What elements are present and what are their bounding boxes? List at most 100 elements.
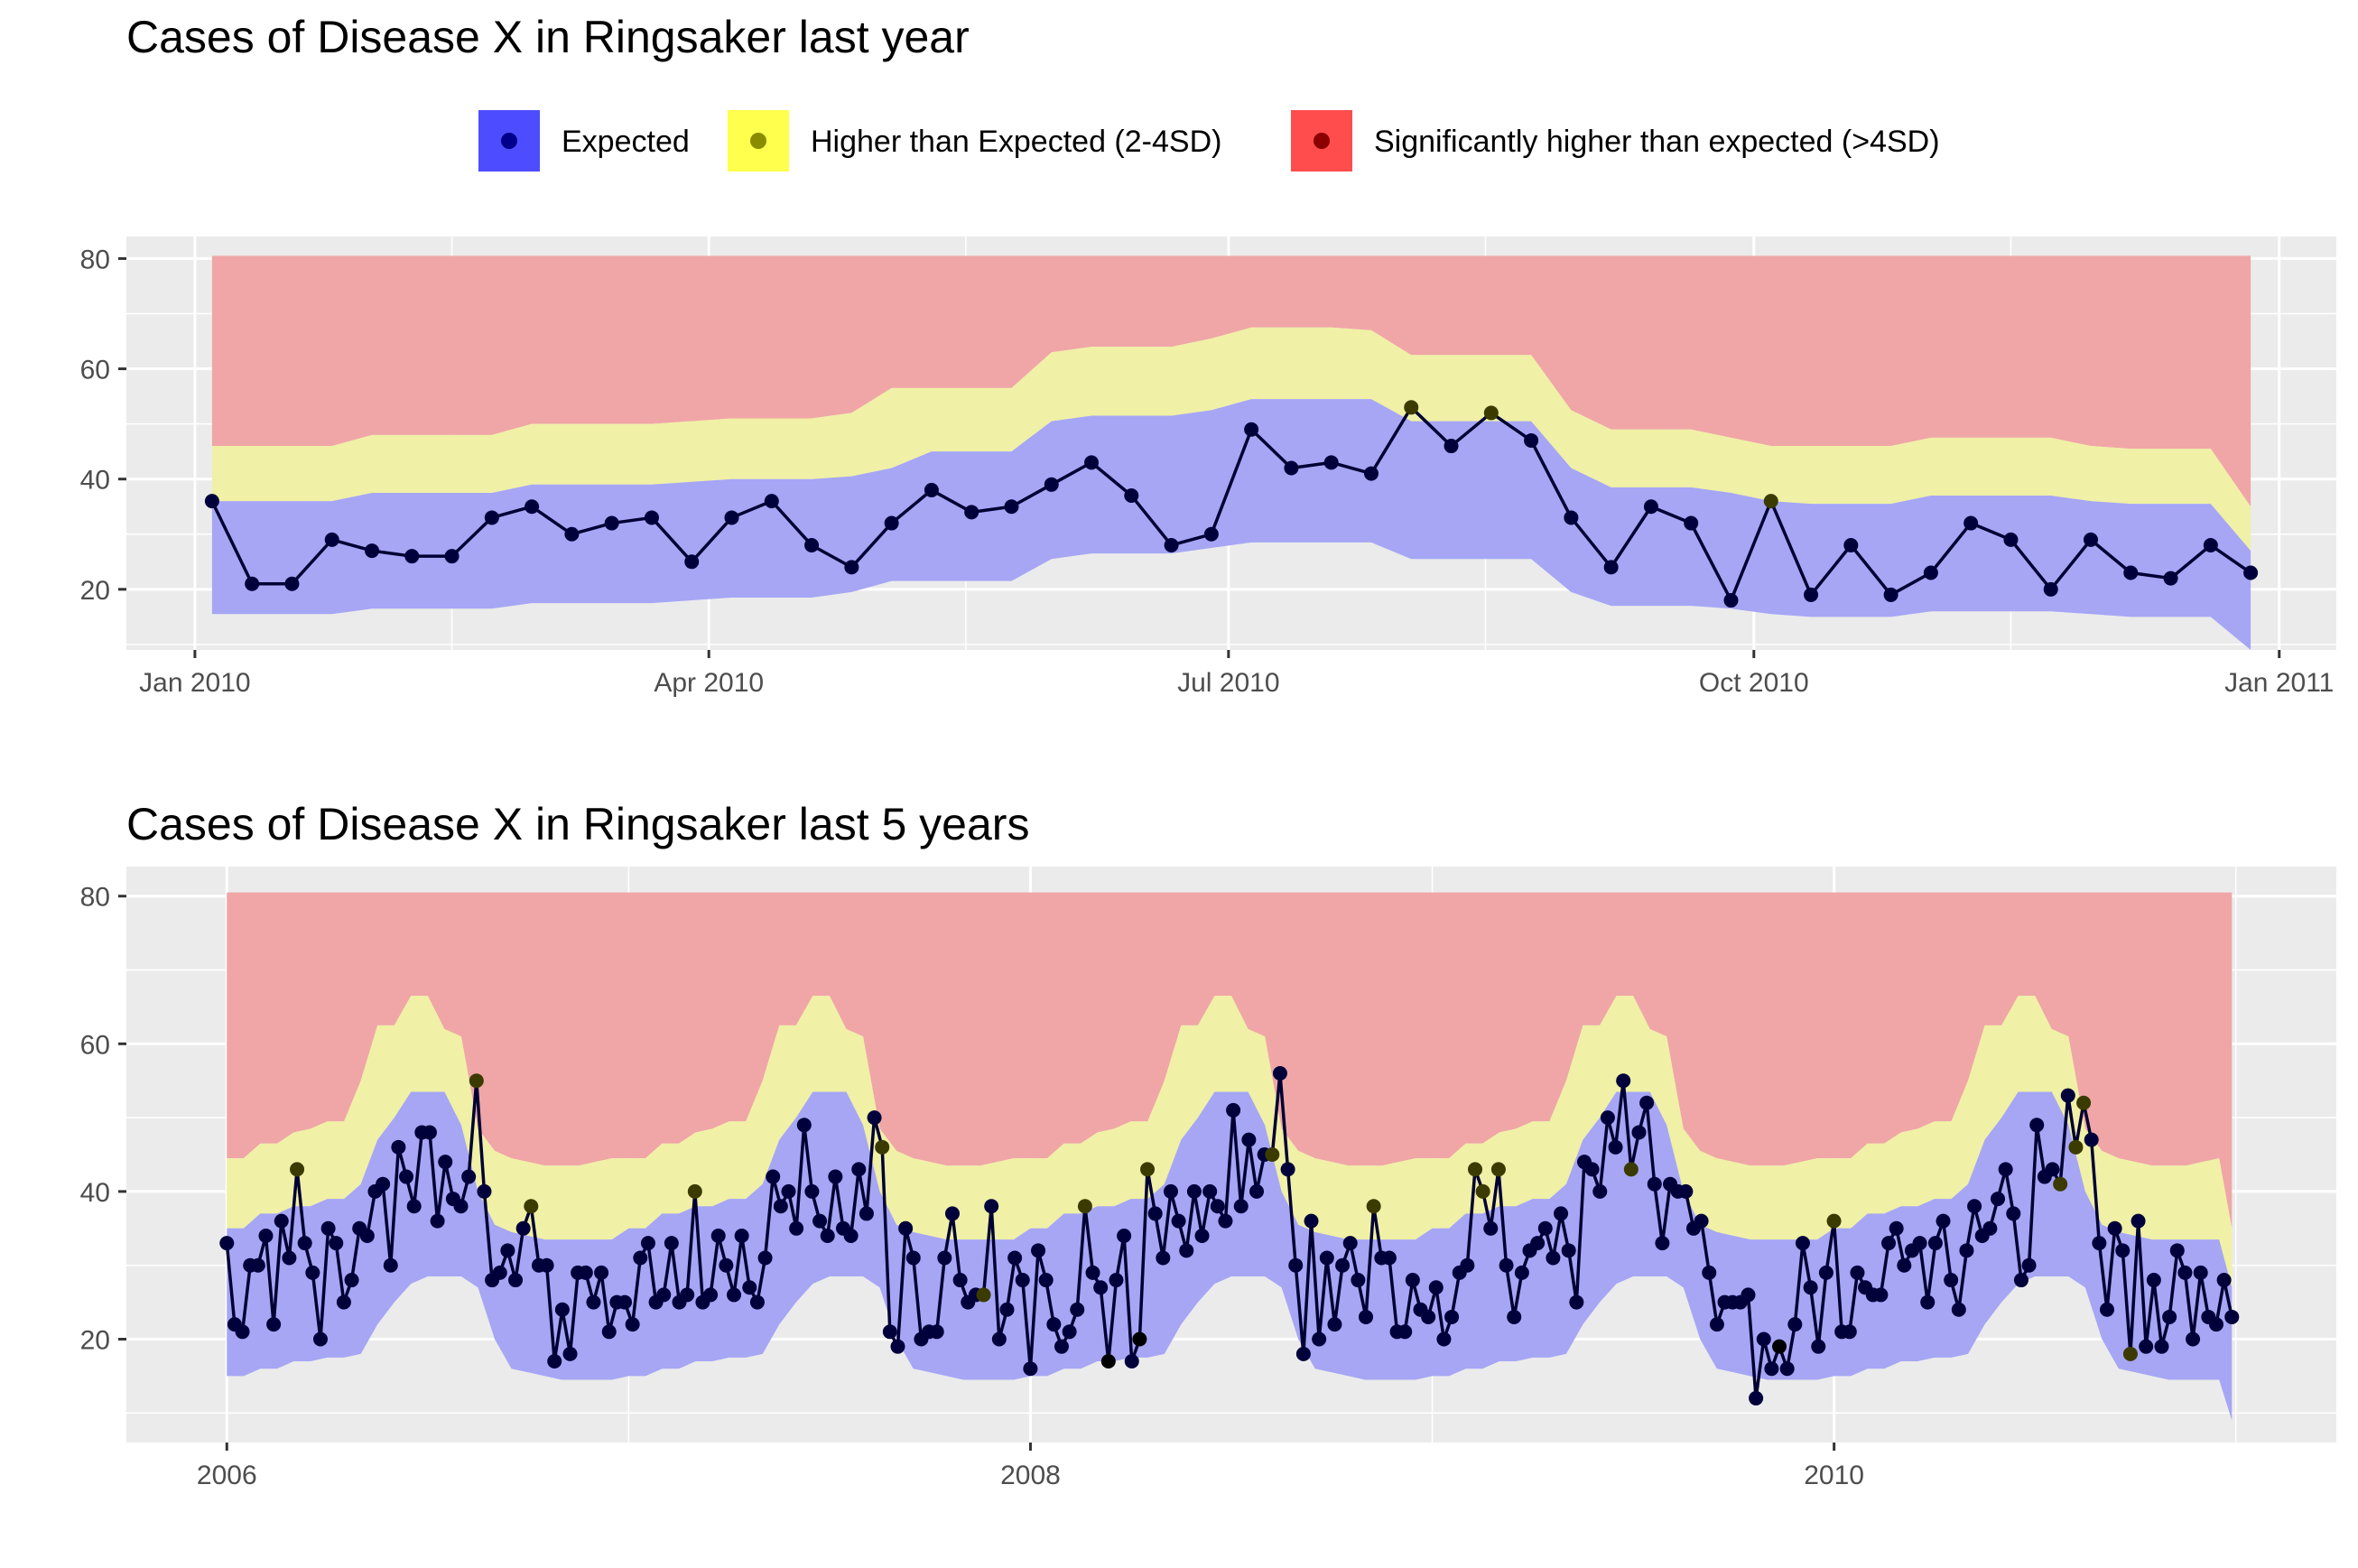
- band-expected: [227, 1091, 2233, 1421]
- data-point-expected: [766, 1169, 781, 1184]
- data-point-expected: [2224, 1309, 2240, 1324]
- data-point-higher: [1826, 1213, 1842, 1229]
- data-point-expected: [404, 549, 420, 564]
- data-point-expected: [1507, 1309, 1522, 1324]
- data-point-expected: [1951, 1302, 1966, 1317]
- data-point-expected: [929, 1324, 944, 1340]
- data-point-higher: [1140, 1162, 1156, 1177]
- data-point-expected: [742, 1280, 757, 1295]
- data-point-expected: [344, 1273, 359, 1288]
- x-tick-label: Jan 2010: [139, 668, 250, 698]
- data-point-expected: [1795, 1236, 1810, 1251]
- data-point-expected: [477, 1183, 492, 1199]
- legend-label-expected: Expected: [562, 125, 690, 159]
- data-point-expected: [578, 1265, 593, 1280]
- data-point-expected: [1351, 1273, 1366, 1288]
- data-point-expected: [1054, 1339, 1069, 1354]
- data-point-expected: [1741, 1287, 1756, 1303]
- data-point-expected: [1936, 1213, 1951, 1229]
- data-point-expected: [508, 1273, 524, 1288]
- data-point-expected: [1359, 1309, 1374, 1324]
- data-point-higher: [469, 1073, 484, 1089]
- data-point-expected: [312, 1331, 328, 1347]
- data-points: [204, 400, 2259, 608]
- data-point-expected: [1647, 1176, 1662, 1192]
- data-point-expected: [1381, 1250, 1397, 1266]
- data-point-expected: [282, 1250, 297, 1266]
- data-point-expected: [430, 1213, 445, 1229]
- top-chart-panel: 20 40 60 80 Jan 2010 Apr 2010 Jul 2010 Oct 2010…: [80, 237, 2336, 698]
- band-expected: [211, 399, 2251, 650]
- data-point-expected: [724, 510, 739, 525]
- data-point-expected: [710, 1228, 726, 1243]
- data-point-expected: [2177, 1265, 2193, 1280]
- data-point-expected: [422, 1125, 437, 1140]
- data-point-expected: [1397, 1324, 1413, 1340]
- bottom-chart-panel: 20 40 60 80 2006 2008 2010: [80, 867, 2336, 1490]
- data-point-expected: [1944, 1273, 1959, 1288]
- data-point-expected: [539, 1257, 554, 1273]
- data-point-expected: [1537, 1220, 1553, 1236]
- data-point-expected: [828, 1169, 843, 1184]
- data-point-expected: [525, 499, 540, 515]
- data-point-expected: [1584, 1162, 1600, 1177]
- data-point-higher: [524, 1199, 539, 1214]
- data-point-significant: [1132, 1331, 1147, 1347]
- data-point-expected: [1147, 1206, 1163, 1221]
- data-point-expected: [1804, 587, 1819, 602]
- data-point-expected: [2084, 532, 2098, 547]
- data-point-expected: [703, 1287, 719, 1303]
- data-point-expected: [1694, 1213, 1709, 1229]
- data-point-expected: [324, 532, 339, 547]
- data-point-expected: [734, 1228, 749, 1243]
- data-point-expected: [1764, 1361, 1779, 1377]
- band-higher: [211, 327, 2251, 552]
- data-point-expected: [2100, 1302, 2115, 1317]
- data-point-expected: [1171, 1213, 1186, 1229]
- data-point-expected: [664, 1236, 679, 1251]
- data-point-expected: [781, 1183, 796, 1199]
- series-line: [210, 405, 2252, 602]
- data-point-expected: [843, 1228, 859, 1243]
- data-point-expected: [1007, 1250, 1023, 1266]
- data-point-higher: [290, 1162, 305, 1177]
- axes: 20 40 60 80 Jan 2010 Apr 2010 Jul 2010 Oct 2010…: [80, 245, 2335, 698]
- data-point-expected: [1779, 1361, 1795, 1377]
- data-point-expected: [2193, 1265, 2208, 1280]
- data-point-expected: [1218, 1213, 1233, 1229]
- data-point-expected: [500, 1243, 515, 1258]
- data-point-expected: [1756, 1331, 1771, 1347]
- data-point-expected: [365, 543, 379, 559]
- data-point-expected: [1927, 1236, 1943, 1251]
- data-point-expected: [1023, 1361, 1038, 1377]
- data-point-expected: [2131, 1213, 2146, 1229]
- data-point-expected: [1883, 587, 1898, 602]
- data-point-expected: [1117, 1228, 1132, 1243]
- y-tick-label: 20: [80, 1325, 110, 1355]
- data-point-expected: [1912, 1236, 1927, 1251]
- data-point-expected: [882, 1324, 897, 1340]
- data-point-expected: [1881, 1236, 1897, 1251]
- data-point-expected: [796, 1118, 812, 1133]
- data-point-expected: [1070, 1302, 1085, 1317]
- y-tick-label: 20: [80, 576, 110, 606]
- data-point-expected: [1787, 1317, 1803, 1332]
- data-point-significant: [1100, 1354, 1116, 1369]
- bottom-chart-title: Cases of Disease X in Ringsaker last 5 y…: [126, 799, 1029, 849]
- data-point-expected: [1749, 1390, 1764, 1406]
- data-point-expected: [2021, 1257, 2037, 1273]
- data-point-expected: [562, 1346, 578, 1361]
- data-point-expected: [1561, 1243, 1576, 1258]
- data-point-expected: [1428, 1280, 1444, 1295]
- data-point-expected: [812, 1213, 828, 1229]
- data-point-expected: [1241, 1132, 1257, 1147]
- data-point-expected: [604, 515, 619, 531]
- data-point-expected: [1643, 499, 1658, 515]
- band-significant: [227, 892, 2233, 1229]
- data-point-expected: [2043, 581, 2058, 597]
- data-point-expected: [1444, 439, 1459, 454]
- data-point-expected: [376, 1176, 391, 1192]
- data-point-expected: [1226, 1102, 1241, 1118]
- data-point-expected: [1210, 1199, 1225, 1214]
- data-point-expected: [329, 1236, 344, 1251]
